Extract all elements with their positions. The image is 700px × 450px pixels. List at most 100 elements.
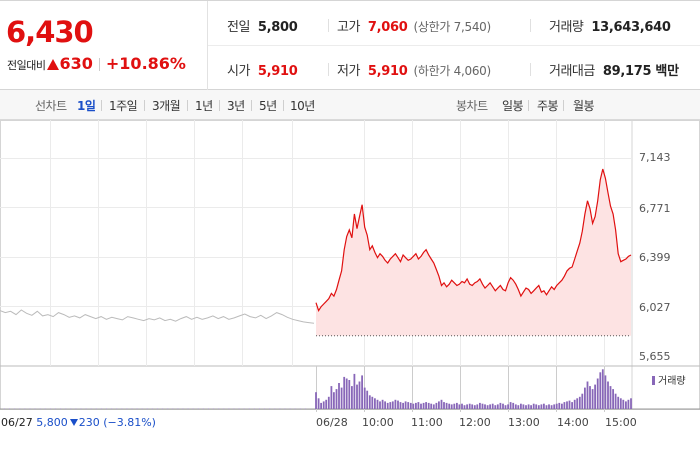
divider [219, 100, 220, 111]
volume-bar [473, 405, 476, 409]
volume-bar [333, 392, 335, 409]
stat-label: 전일 [227, 20, 250, 35]
prev-day-date: 06/27 [1, 416, 33, 429]
tab-3m[interactable]: 3개월 [152, 99, 181, 113]
volume-bar [208, 408, 209, 409]
volume-bar [461, 403, 463, 409]
prev-day-change: 230 [78, 416, 100, 429]
volume-bar [422, 402, 425, 409]
volume-bar [85, 408, 87, 409]
volume-bar [111, 408, 113, 409]
volume-bar [361, 375, 363, 409]
volume-bar [70, 408, 72, 409]
stat-value: 89,175 백만 [602, 64, 679, 79]
volume-bar [456, 402, 458, 409]
volume-bar [322, 401, 325, 409]
volume-bar [39, 408, 41, 409]
volume-bar [504, 405, 507, 409]
volume-bar [468, 403, 471, 409]
volume-bar [75, 408, 77, 409]
volume-bar [420, 403, 422, 409]
volume-bar [481, 403, 484, 409]
stat-value: 5,800 [257, 20, 298, 35]
y-tick-label: 6,771 [639, 202, 671, 215]
volume-bar [573, 399, 576, 409]
volume-bar [202, 408, 204, 409]
tab-1y[interactable]: 1년 [195, 99, 213, 113]
volume-bar [530, 405, 532, 409]
divider [187, 100, 188, 111]
tab-weekly[interactable]: 주봉 [537, 99, 559, 113]
price-box: 6,430 전일대비 630 +10.86% [0, 1, 208, 90]
volume-bar [553, 404, 556, 409]
volume-bar [233, 408, 235, 409]
volume-bar [507, 404, 509, 409]
current-price: 6,430 [6, 15, 94, 49]
chart-canvas [0, 120, 700, 412]
volume-bar [371, 396, 374, 409]
tab-monthly[interactable]: 월봉 [573, 99, 595, 113]
stat-value: 5,910 [257, 64, 298, 79]
divider [328, 19, 329, 32]
legend-label: 거래량 [658, 376, 686, 387]
stat-open: 시가 5,910 [227, 60, 298, 79]
volume-bar [601, 369, 604, 409]
volume-bar [537, 405, 540, 409]
x-tick-label: 15:00 [605, 416, 637, 429]
volume-bar [594, 384, 596, 409]
volume-bar [289, 408, 291, 409]
stat-low: 저가 5,910 (하한가 4,060) [337, 60, 491, 79]
volume-bar [440, 399, 443, 409]
volume-bar [141, 408, 143, 409]
volume-bar [625, 401, 627, 409]
volume-bar [448, 403, 451, 409]
volume-bar [607, 381, 609, 409]
volume-bar [340, 387, 343, 409]
volume-bar [532, 403, 535, 409]
volume-bar [366, 390, 369, 409]
tab-1w[interactable]: 1주일 [109, 99, 138, 113]
volume-bar [106, 408, 107, 409]
volume-bar [596, 378, 599, 409]
divider [144, 100, 145, 111]
volume-bar [315, 392, 317, 409]
x-tick-label: 06/28 [316, 416, 348, 429]
prev-day-summary: 06/27 5,800 230 (−3.81%) [1, 416, 156, 429]
volume-bar [187, 408, 189, 409]
volume-bar [502, 403, 504, 409]
volume-bar [351, 386, 353, 409]
volume-bar [630, 398, 632, 409]
tab-1d[interactable]: 1일 [77, 99, 96, 113]
volume-bar [213, 408, 215, 409]
tab-3y[interactable]: 3년 [227, 99, 245, 113]
tab-5y[interactable]: 5년 [259, 99, 277, 113]
volume-bar [338, 383, 340, 409]
divider [98, 58, 100, 71]
volume-bar [614, 393, 617, 409]
volume-bar [80, 408, 82, 409]
volume-bar [274, 408, 276, 409]
volume-bar [363, 387, 366, 409]
volume-bar [555, 403, 558, 409]
volume-bar [432, 404, 435, 409]
volume-bar [445, 402, 448, 409]
price-area [316, 169, 631, 336]
volume-bar [427, 402, 430, 409]
volume-bar [545, 405, 548, 409]
volume-bar [499, 402, 502, 409]
volume-bar [438, 401, 440, 409]
volume-bar [458, 404, 461, 409]
volume-bar [571, 402, 573, 409]
volume-bar [517, 405, 520, 409]
tab-10y[interactable]: 10년 [290, 99, 315, 113]
volume-bar [24, 408, 26, 409]
volume-bar [379, 401, 381, 409]
tab-daily[interactable]: 일봉 [502, 99, 524, 113]
volume-bar [443, 402, 445, 409]
up-triangle-icon [47, 59, 60, 70]
volume-bar [348, 380, 351, 409]
volume-bar [228, 408, 230, 409]
volume-bar [525, 405, 527, 409]
divider [563, 100, 564, 111]
volume-bar [612, 389, 614, 409]
